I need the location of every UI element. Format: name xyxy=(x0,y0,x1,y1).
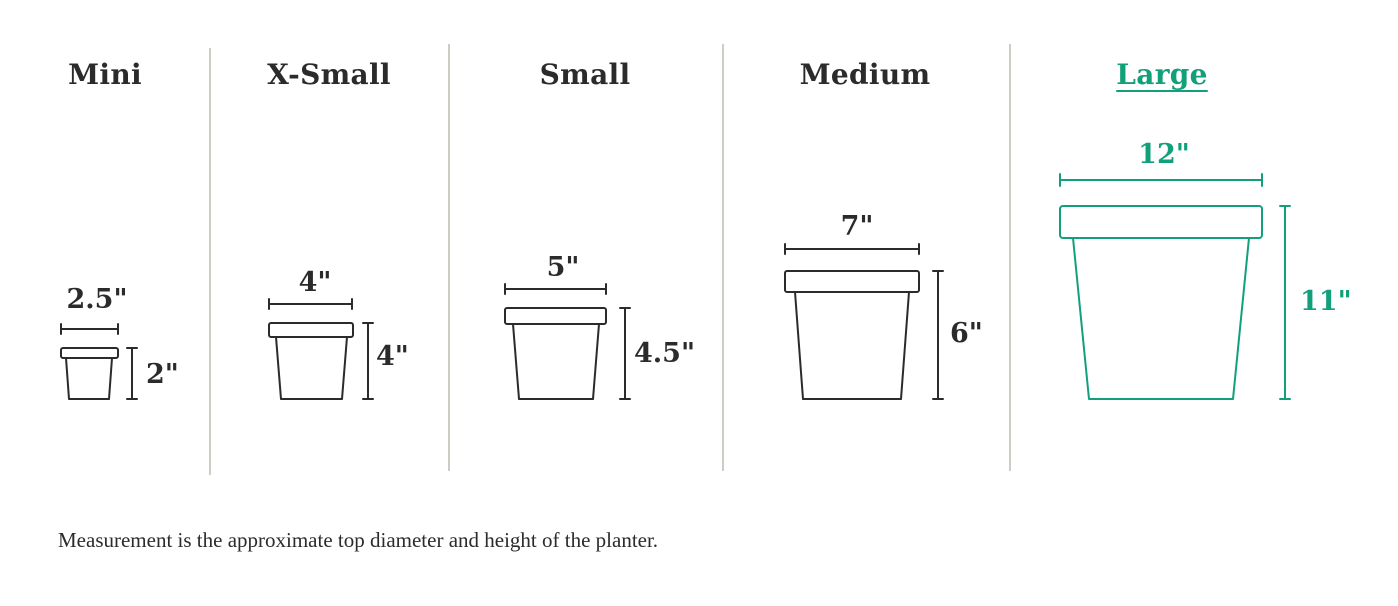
size-option-large[interactable]: Large xyxy=(1116,58,1208,91)
divider xyxy=(448,44,450,471)
height-marker-large xyxy=(1279,205,1291,400)
divider xyxy=(209,48,211,475)
height-label-mini: 2" xyxy=(146,359,179,390)
height-marker-mini xyxy=(126,347,138,400)
diameter-marker-small xyxy=(504,283,607,295)
size-option-x-small[interactable]: X-Small xyxy=(267,58,391,91)
diameter-label-x-small: 4" xyxy=(298,267,332,298)
diameter-marker-mini xyxy=(60,323,119,335)
height-marker-x-small xyxy=(362,322,374,400)
diameter-label-mini: 2.5" xyxy=(66,284,128,315)
diameter-marker-medium xyxy=(784,243,920,255)
height-label-medium: 6" xyxy=(950,318,983,349)
divider xyxy=(1009,44,1011,471)
diameter-label-medium: 7" xyxy=(840,211,874,242)
height-marker-medium xyxy=(932,270,944,400)
pot-icon-small xyxy=(504,283,631,400)
size-option-small[interactable]: Small xyxy=(539,58,631,91)
pot-icon-large xyxy=(1059,173,1291,400)
diameter-marker-x-small xyxy=(268,298,353,310)
diameter-label-large: 12" xyxy=(1138,139,1190,170)
size-option-mini[interactable]: Mini xyxy=(68,58,142,91)
size-option-medium[interactable]: Medium xyxy=(799,58,931,91)
pot-icon-x-small xyxy=(268,298,374,400)
pot-icon-medium xyxy=(784,243,944,400)
height-label-x-small: 4" xyxy=(376,341,409,372)
height-label-large: 11" xyxy=(1300,286,1352,317)
height-marker-small xyxy=(619,307,631,400)
height-label-small: 4.5" xyxy=(634,338,696,369)
divider xyxy=(722,44,724,471)
pot-icon-mini xyxy=(60,323,138,400)
diameter-label-small: 5" xyxy=(546,252,580,283)
measurement-note: Measurement is the approximate top diame… xyxy=(58,528,659,552)
diameter-marker-large xyxy=(1059,173,1263,187)
